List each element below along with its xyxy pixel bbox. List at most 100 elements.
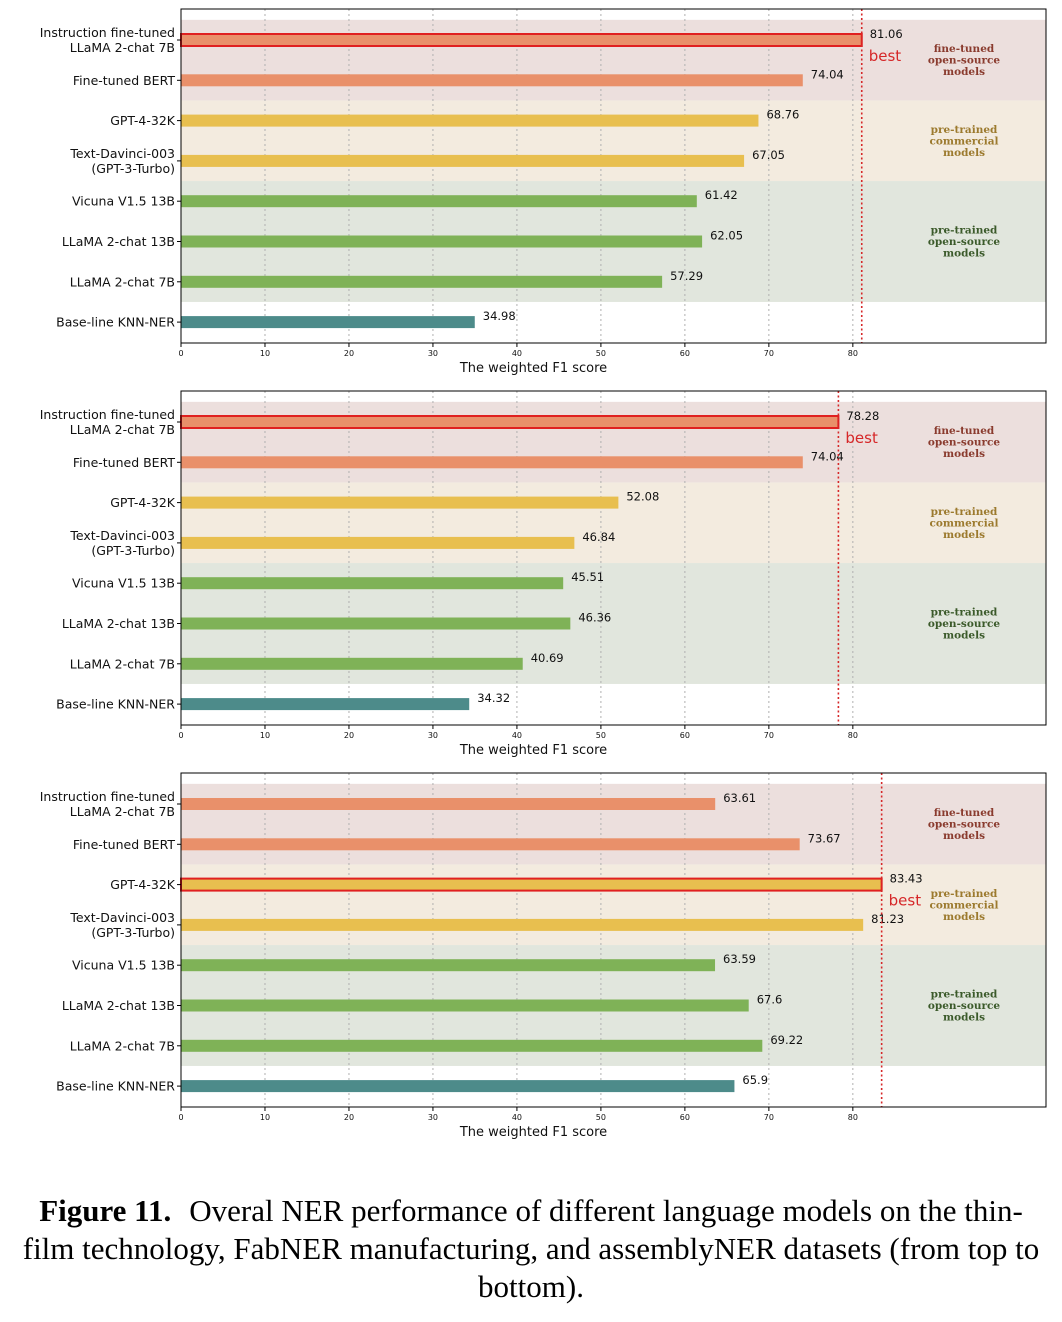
x-tick-label: 50	[596, 731, 606, 740]
x-tick-label: 20	[344, 731, 354, 740]
value-label: 67.05	[752, 148, 785, 162]
group-label: models	[943, 248, 985, 260]
bar	[181, 496, 619, 509]
bar	[181, 456, 803, 469]
category-label: Instruction fine-tuned	[40, 25, 175, 40]
value-label: 65.9	[742, 1073, 768, 1087]
value-label: 74.04	[811, 449, 844, 463]
group-label: fine-tuned	[934, 425, 995, 437]
group-label: fine-tuned	[934, 43, 995, 55]
band-fine-tuned	[181, 19, 1046, 101]
category-label: LLaMA 2-chat 7B	[70, 1038, 175, 1053]
group-label: pre-trained	[931, 506, 998, 518]
x-tick-label: 80	[848, 731, 858, 740]
category-label: Vicuna V1.5 13B	[72, 194, 175, 209]
category-label: LLaMA 2-chat 7B	[70, 656, 175, 671]
bar	[181, 838, 800, 851]
group-label: open-source	[928, 618, 1000, 630]
category-label: LLaMA 2-chat 7B	[70, 40, 175, 55]
group-label: models	[943, 911, 985, 923]
value-label: 81.06	[870, 27, 903, 41]
group-label: models	[943, 1012, 985, 1024]
category-label: (GPT-3-Turbo)	[91, 161, 175, 176]
best-label: best	[845, 429, 878, 447]
value-label: 74.04	[811, 67, 844, 81]
x-tick-label: 70	[764, 1113, 774, 1122]
bar	[181, 316, 475, 329]
group-label: pre-trained	[931, 989, 998, 1001]
group-label: open-source	[928, 819, 1000, 831]
category-label: GPT-4-32K	[110, 113, 176, 128]
x-tick-label: 80	[848, 1113, 858, 1122]
category-label: Vicuna V1.5 13B	[72, 958, 175, 973]
bar	[181, 617, 571, 630]
x-tick-label: 60	[680, 731, 690, 740]
bar	[181, 235, 703, 248]
bar	[181, 74, 803, 87]
bar	[181, 918, 864, 931]
value-label: 78.28	[846, 409, 879, 423]
group-label: pre-trained	[931, 124, 998, 136]
category-label: Base-line KNN-NER	[56, 1079, 175, 1094]
value-label: 62.05	[710, 229, 743, 243]
bar	[181, 275, 663, 288]
group-label: open-source	[928, 55, 1000, 67]
value-label: 40.69	[531, 651, 564, 665]
x-tick-label: 0	[178, 731, 183, 740]
bar-best	[180, 415, 840, 429]
group-label: pre-trained	[931, 225, 998, 237]
category-label: Fine-tuned BERT	[73, 73, 175, 88]
value-label: 83.43	[890, 872, 923, 886]
category-label: LLaMA 2-chat 7B	[70, 274, 175, 289]
value-label: 63.59	[723, 952, 756, 966]
bar	[181, 1080, 735, 1093]
x-tick-label: 30	[428, 731, 438, 740]
value-label: 45.51	[571, 570, 604, 584]
category-label: LLaMA 2-chat 7B	[70, 422, 175, 437]
category-label: Base-line KNN-NER	[56, 315, 175, 330]
category-label: Fine-tuned BERT	[73, 455, 175, 470]
x-axis-label: The weighted F1 score	[459, 1125, 607, 1140]
x-axis-label: The weighted F1 score	[459, 743, 607, 758]
bar	[181, 114, 759, 127]
group-label: models	[943, 448, 985, 460]
group-label: pre-trained	[931, 607, 998, 619]
plot-frame	[180, 8, 1047, 344]
bar	[181, 698, 470, 711]
group-label: models	[943, 630, 985, 642]
category-label: Instruction fine-tuned	[40, 789, 175, 804]
value-label: 61.42	[705, 188, 738, 202]
x-axis-label: The weighted F1 score	[459, 361, 607, 376]
category-label: Fine-tuned BERT	[73, 837, 175, 852]
value-label: 34.98	[483, 309, 516, 323]
x-tick-label: 80	[848, 349, 858, 358]
category-label: Text-Davinci-003	[69, 910, 175, 925]
value-label: 34.32	[477, 691, 510, 705]
bar	[181, 195, 697, 208]
best-label: best	[869, 47, 902, 65]
x-tick-label: 20	[344, 349, 354, 358]
bar	[181, 798, 716, 810]
best-label: best	[889, 892, 922, 910]
x-tick-label: 10	[260, 1113, 270, 1122]
value-label: 73.67	[808, 831, 841, 845]
value-label: 67.6	[757, 993, 783, 1007]
category-label: LLaMA 2-chat 13B	[62, 234, 175, 249]
category-label: GPT-4-32K	[110, 495, 176, 510]
plot-frame	[180, 772, 1047, 1108]
group-label: commercial	[929, 135, 998, 147]
group-label: open-source	[928, 1000, 1000, 1012]
category-label: Base-line KNN-NER	[56, 697, 175, 712]
band-fine-tuned	[181, 783, 1046, 865]
x-tick-label: 50	[596, 349, 606, 358]
x-tick-label: 40	[512, 731, 522, 740]
value-label: 46.36	[578, 611, 611, 625]
bar	[181, 1039, 763, 1052]
group-label: models	[943, 66, 985, 78]
value-label: 69.22	[770, 1033, 803, 1047]
category-label: GPT-4-32K	[110, 877, 176, 892]
band-fine-tuned	[181, 401, 1046, 483]
x-tick-label: 10	[260, 349, 270, 358]
bar	[181, 999, 749, 1012]
